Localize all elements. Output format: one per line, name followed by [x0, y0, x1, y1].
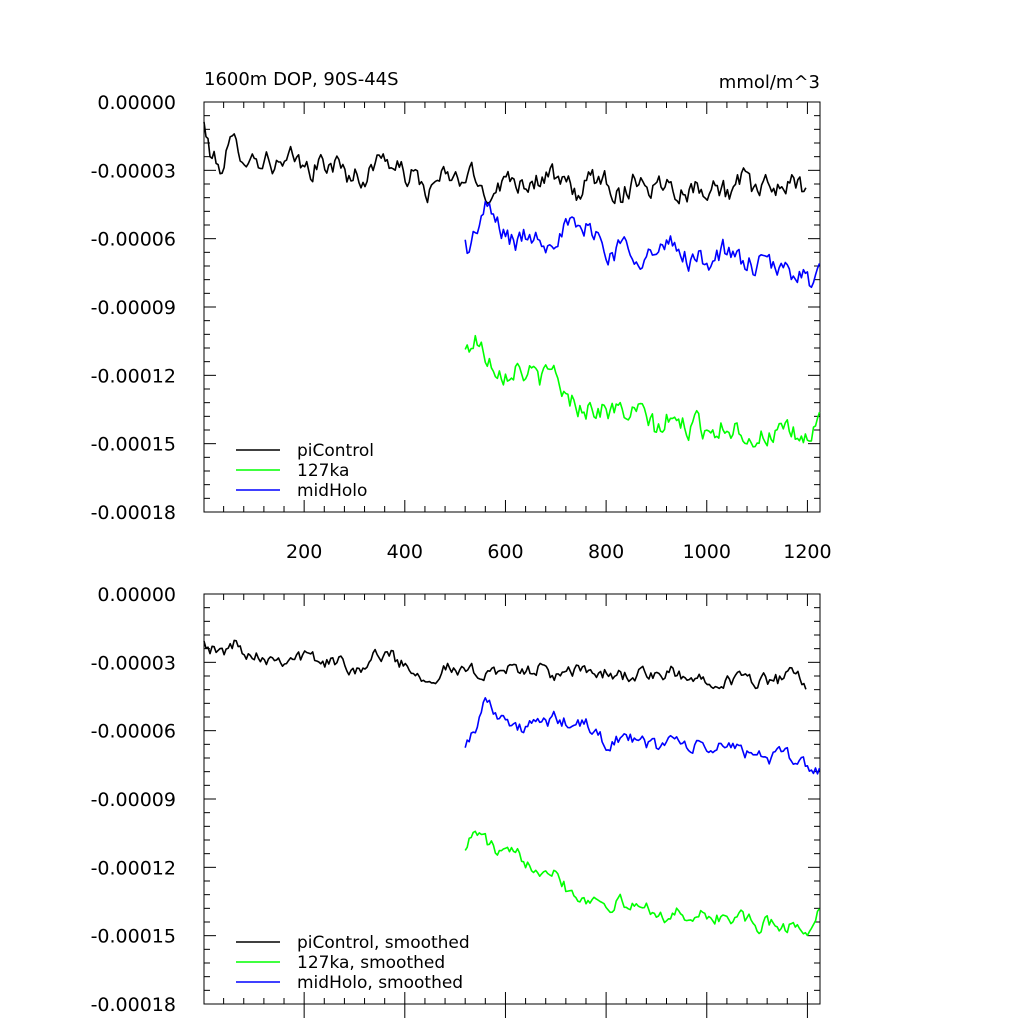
y-tick-label: -0.00012	[91, 857, 176, 879]
legend-label: 127ka	[297, 461, 349, 481]
y-tick-label: 0.00000	[97, 92, 176, 114]
x-tick-label: 600	[487, 541, 523, 563]
chart-units: mmol/m^3	[719, 72, 820, 93]
x-tick-label: 400	[387, 541, 423, 563]
x-tick-label: 200	[286, 541, 322, 563]
y-tick-label: -0.00012	[91, 365, 176, 387]
legend-label: 127ka, smoothed	[297, 953, 445, 973]
x-tick-label: 800	[588, 541, 624, 563]
y-tick-label: 0.00000	[97, 584, 176, 606]
legend-label: piControl	[297, 441, 374, 461]
y-tick-label: -0.00018	[91, 994, 176, 1016]
y-tick-label: -0.00018	[91, 502, 176, 524]
series-line-1	[203, 639, 807, 690]
y-tick-label: -0.00006	[91, 721, 176, 743]
y-tick-label: -0.00015	[91, 434, 176, 456]
legend-label: midHolo, smoothed	[297, 973, 463, 993]
legend-label: piControl, smoothed	[297, 933, 470, 953]
series-line-2	[464, 830, 821, 937]
legend-label: midHolo	[297, 481, 367, 501]
y-tick-label: -0.00003	[91, 160, 176, 182]
series-line-3	[464, 200, 821, 289]
y-tick-label: -0.00006	[91, 229, 176, 251]
y-tick-label: -0.00009	[91, 789, 176, 811]
chart-panel-1: 0.00000 -0.00003 -0.00006 -0.00009 -0.00012 -…	[91, 69, 832, 563]
x-tick-label: 1200	[783, 541, 831, 563]
chart-title: 1600m DOP, 90S-44S	[204, 69, 399, 90]
y-tick-label: -0.00003	[91, 652, 176, 674]
series-line-2	[464, 334, 821, 448]
x-tick-label: 1000	[683, 541, 731, 563]
y-tick-label: -0.00015	[91, 926, 176, 948]
series-line-3	[464, 697, 821, 775]
series-line-1	[203, 121, 807, 205]
chart-panel-2: 0.00000 -0.00003 -0.00006 -0.00009 -0.00012 -…	[91, 584, 821, 1018]
y-tick-label: -0.00009	[91, 297, 176, 319]
